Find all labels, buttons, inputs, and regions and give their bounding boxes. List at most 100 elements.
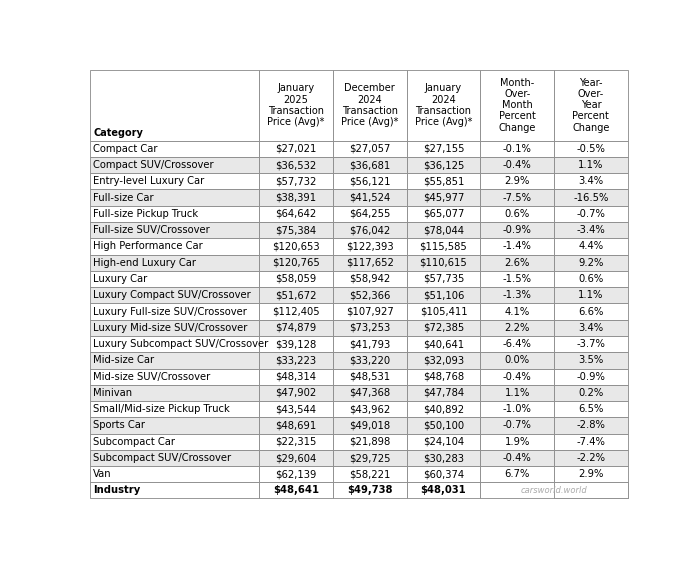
Bar <box>554 173 628 189</box>
Bar <box>407 401 480 418</box>
Text: $24,104: $24,104 <box>423 437 464 447</box>
Bar <box>333 418 407 434</box>
Bar <box>90 189 259 206</box>
Text: Subcompact SUV/Crossover: Subcompact SUV/Crossover <box>93 453 231 463</box>
Text: -1.3%: -1.3% <box>503 290 531 300</box>
Bar <box>90 303 259 320</box>
Bar <box>90 255 259 271</box>
Bar <box>554 206 628 222</box>
Bar <box>259 157 333 173</box>
Text: -1.5%: -1.5% <box>503 274 531 284</box>
Bar <box>333 434 407 450</box>
Bar <box>90 401 259 418</box>
Bar <box>554 418 628 434</box>
Bar <box>480 401 554 418</box>
Bar <box>259 450 333 466</box>
Bar <box>259 189 333 206</box>
Text: $33,220: $33,220 <box>349 355 391 365</box>
Bar <box>554 336 628 352</box>
Text: $30,283: $30,283 <box>423 453 464 463</box>
Text: $27,057: $27,057 <box>349 144 391 154</box>
Text: $105,411: $105,411 <box>419 306 468 316</box>
Text: $40,641: $40,641 <box>423 339 464 349</box>
Text: $36,125: $36,125 <box>423 160 464 170</box>
Bar <box>90 271 259 287</box>
Bar <box>554 303 628 320</box>
Text: $47,784: $47,784 <box>423 388 464 398</box>
Bar <box>554 401 628 418</box>
Bar <box>480 140 554 157</box>
Text: $40,892: $40,892 <box>423 404 464 414</box>
Bar <box>333 140 407 157</box>
Text: Van: Van <box>93 469 112 479</box>
Text: 2.9%: 2.9% <box>505 176 530 186</box>
Bar <box>554 271 628 287</box>
Bar <box>333 206 407 222</box>
Bar <box>480 287 554 303</box>
Text: $50,100: $50,100 <box>423 420 464 430</box>
Bar <box>480 352 554 369</box>
Bar <box>333 369 407 385</box>
Text: 0.0%: 0.0% <box>505 355 530 365</box>
Bar <box>259 303 333 320</box>
Text: $122,393: $122,393 <box>346 242 393 251</box>
Bar <box>407 303 480 320</box>
Bar <box>407 238 480 255</box>
Bar <box>554 320 628 336</box>
Bar <box>407 189 480 206</box>
Text: $29,604: $29,604 <box>276 453 316 463</box>
Text: -0.7%: -0.7% <box>503 420 531 430</box>
Text: January
2024
Transaction
Price (Avg)*: January 2024 Transaction Price (Avg)* <box>415 83 472 127</box>
Bar <box>333 157 407 173</box>
Bar <box>480 434 554 450</box>
Bar <box>333 189 407 206</box>
Bar <box>480 189 554 206</box>
Bar <box>90 418 259 434</box>
Bar <box>480 385 554 401</box>
Text: 2.9%: 2.9% <box>578 469 603 479</box>
Bar <box>333 173 407 189</box>
Text: $49,018: $49,018 <box>349 420 391 430</box>
Text: -7.4%: -7.4% <box>576 437 606 447</box>
Text: 1.1%: 1.1% <box>578 290 603 300</box>
Text: Luxury Mid-size SUV/Crossover: Luxury Mid-size SUV/Crossover <box>93 323 248 333</box>
Text: 4.1%: 4.1% <box>505 306 530 316</box>
Bar <box>480 450 554 466</box>
Text: $48,641: $48,641 <box>273 485 319 495</box>
Bar <box>480 320 554 336</box>
Bar <box>259 336 333 352</box>
Bar <box>480 303 554 320</box>
Bar <box>333 271 407 287</box>
Text: 3.4%: 3.4% <box>578 176 603 186</box>
Text: 0.6%: 0.6% <box>505 209 530 219</box>
Text: $33,223: $33,223 <box>276 355 316 365</box>
Text: -0.4%: -0.4% <box>503 453 531 463</box>
Text: -0.4%: -0.4% <box>503 160 531 170</box>
Bar <box>90 369 259 385</box>
Bar <box>554 369 628 385</box>
Text: $38,391: $38,391 <box>276 193 316 202</box>
Bar <box>480 238 554 255</box>
Bar <box>480 271 554 287</box>
Bar <box>259 369 333 385</box>
Bar <box>407 173 480 189</box>
Bar <box>259 352 333 369</box>
Bar <box>407 157 480 173</box>
Bar <box>90 352 259 369</box>
Text: 3.5%: 3.5% <box>578 355 603 365</box>
Text: $52,366: $52,366 <box>349 290 391 300</box>
Text: $74,879: $74,879 <box>276 323 316 333</box>
Text: $51,106: $51,106 <box>423 290 464 300</box>
Bar <box>407 255 480 271</box>
Text: January
2025
Transaction
Price (Avg)*: January 2025 Transaction Price (Avg)* <box>267 83 325 127</box>
Text: $49,738: $49,738 <box>347 485 393 495</box>
Text: Month-
Over-
Month
Percent
Change: Month- Over- Month Percent Change <box>498 78 536 133</box>
Bar <box>90 238 259 255</box>
Bar <box>333 287 407 303</box>
Bar <box>480 482 628 498</box>
Bar <box>333 303 407 320</box>
Text: -3.7%: -3.7% <box>576 339 606 349</box>
Bar <box>554 140 628 157</box>
Bar <box>407 140 480 157</box>
Bar <box>554 466 628 482</box>
